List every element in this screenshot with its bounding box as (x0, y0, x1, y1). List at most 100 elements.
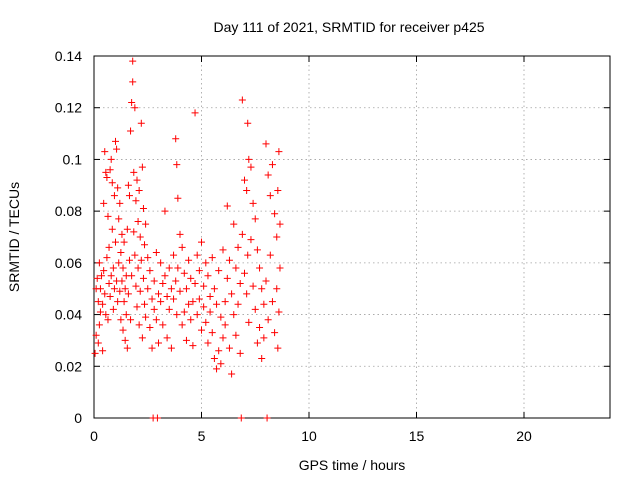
data-point (139, 274, 147, 282)
data-point (276, 264, 284, 272)
data-point (189, 298, 197, 306)
data-point (139, 205, 147, 213)
data-point (185, 256, 193, 264)
data-point (152, 249, 160, 257)
data-point (247, 163, 255, 171)
data-point (182, 285, 190, 293)
data-point (107, 272, 115, 280)
data-point (264, 316, 272, 324)
data-point (200, 282, 208, 290)
data-point (110, 192, 118, 200)
data-point (258, 355, 266, 363)
chart-title: Day 111 of 2021, SRMTID for receiver p42… (213, 19, 484, 35)
data-point (273, 233, 281, 241)
data-point (142, 220, 150, 228)
grid (94, 56, 610, 418)
data-point (117, 316, 125, 324)
data-point (268, 161, 276, 169)
data-point (210, 355, 218, 363)
data-point (260, 300, 268, 308)
data-point (136, 287, 144, 295)
data-point (251, 305, 259, 313)
data-point (146, 324, 154, 331)
data-point (135, 186, 143, 194)
data-point (121, 285, 129, 293)
data-point (275, 308, 283, 316)
data-point (221, 298, 229, 306)
data-point (213, 300, 221, 308)
data-point (165, 305, 173, 313)
data-point (174, 194, 182, 202)
data-point (137, 119, 145, 127)
data-point (103, 174, 111, 182)
data-point (274, 344, 282, 352)
data-point (96, 285, 104, 293)
data-point (262, 140, 270, 148)
data-point (115, 259, 123, 267)
data-point (244, 251, 252, 259)
data-point (172, 135, 180, 143)
data-point (249, 199, 257, 207)
data-point (268, 298, 276, 306)
data-point (228, 370, 236, 378)
data-point (185, 300, 193, 308)
data-point (101, 290, 109, 298)
data-point (191, 280, 199, 288)
data-point (202, 259, 210, 267)
data-point (133, 303, 141, 311)
data-point (114, 298, 122, 306)
data-point (120, 298, 128, 306)
data-point (148, 344, 156, 352)
data-point (144, 254, 152, 262)
tick-labels: 0 5 10 15 20 0 0.02 0.04 0.06 0.08 0.1 0.12 0.14 (55, 48, 532, 444)
data-point (215, 347, 223, 355)
data-point (94, 298, 102, 306)
data-point (109, 264, 117, 272)
data-point (274, 186, 282, 194)
data-point (119, 264, 127, 272)
data-point (142, 313, 150, 321)
data-point (176, 287, 184, 295)
data-point (135, 321, 143, 329)
data-point (119, 326, 127, 334)
data-point (167, 285, 175, 293)
data-point (104, 316, 112, 324)
data-point (262, 277, 270, 285)
data-point (219, 246, 227, 254)
data-point (133, 176, 141, 184)
data-point (189, 342, 197, 350)
data-point (95, 259, 103, 267)
data-point (129, 57, 137, 65)
data-point (213, 365, 221, 373)
data-point (178, 243, 186, 251)
data-point (232, 264, 240, 272)
data-point (225, 256, 233, 264)
data-point (132, 282, 140, 290)
data-point (206, 308, 214, 316)
data-point (173, 311, 181, 319)
data-point (117, 249, 125, 257)
data-point (116, 199, 124, 207)
data-point (236, 349, 244, 357)
data-point (256, 264, 264, 272)
data-point (225, 344, 233, 352)
y-axis-label: SRMTID / TECUs (6, 182, 22, 292)
data-point (155, 339, 162, 347)
data-point (132, 197, 140, 205)
data-point (217, 360, 225, 368)
data-point (170, 295, 178, 303)
data-point (102, 168, 110, 176)
data-point (251, 215, 259, 223)
data-point (96, 308, 104, 316)
data-point (104, 212, 112, 220)
data-point (157, 298, 165, 306)
x-tick-label: 5 (198, 428, 206, 444)
data-point (230, 311, 238, 319)
data-point (150, 277, 158, 285)
data-point (178, 321, 186, 329)
data-point (187, 316, 195, 324)
x-tick-label: 0 (90, 428, 98, 444)
data-point (210, 285, 218, 293)
plot-frame (93, 55, 611, 419)
